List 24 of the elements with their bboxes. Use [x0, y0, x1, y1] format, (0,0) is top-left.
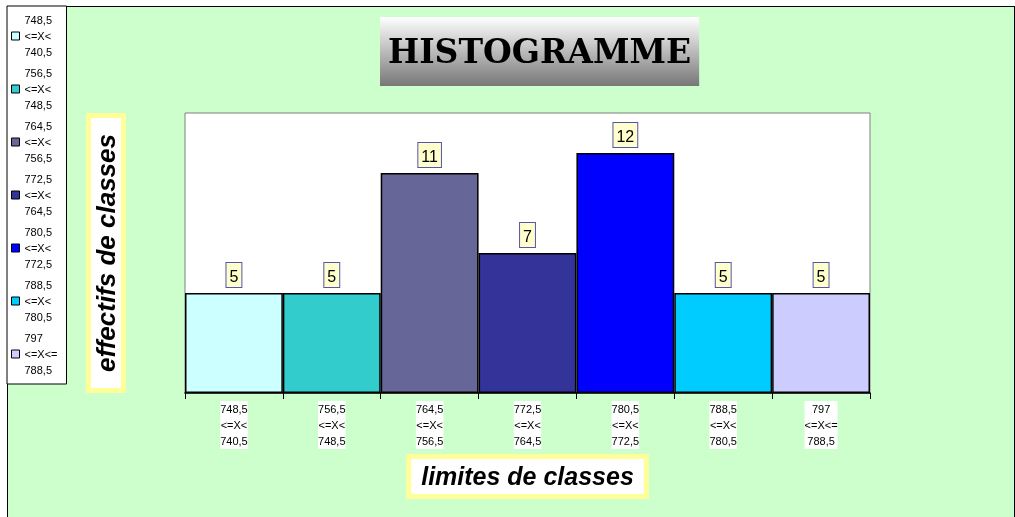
x-tick-label: 748,5 <=X< 740,5 [220, 403, 248, 447]
x-axis-title: limites de classes [421, 462, 634, 491]
x-tick-label: 780,5 <=X< 772,5 [611, 403, 640, 447]
legend-label: 797 <=X<= 788,5 [24, 332, 58, 376]
data-label: 12 [616, 127, 635, 145]
x-tick-label: 764,5 <=X< 756,5 [415, 403, 444, 447]
legend-label: 772,5 <=X< 764,5 [24, 173, 53, 217]
data-label: 5 [327, 267, 337, 285]
y-axis-title: effectifs de classes [91, 134, 121, 372]
x-tick-label: 788,5 <=X< 780,5 [709, 403, 737, 447]
x-tick-label: 772,5 <=X< 764,5 [513, 403, 542, 447]
data-label: 5 [816, 267, 826, 285]
data-label: 7 [523, 227, 533, 245]
chart-title: HISTOGRAMME [388, 32, 692, 71]
data-label: 5 [229, 267, 239, 285]
legend-label: 764,5 <=X< 756,5 [24, 120, 53, 164]
data-label: 5 [718, 267, 728, 285]
legend-label: 780,5 <=X< 772,5 [24, 226, 53, 270]
x-tick-label: 797 <=X<= 788,5 [804, 403, 838, 447]
legend-label: 748,5 <=X< 740,5 [24, 14, 53, 58]
legend-label: 756,5 <=X< 748,5 [24, 67, 53, 111]
x-tick-label: 756,5 <=X< 748,5 [318, 403, 346, 447]
legend-label: 788,5 <=X< 780,5 [24, 279, 53, 323]
data-label: 11 [421, 147, 439, 165]
